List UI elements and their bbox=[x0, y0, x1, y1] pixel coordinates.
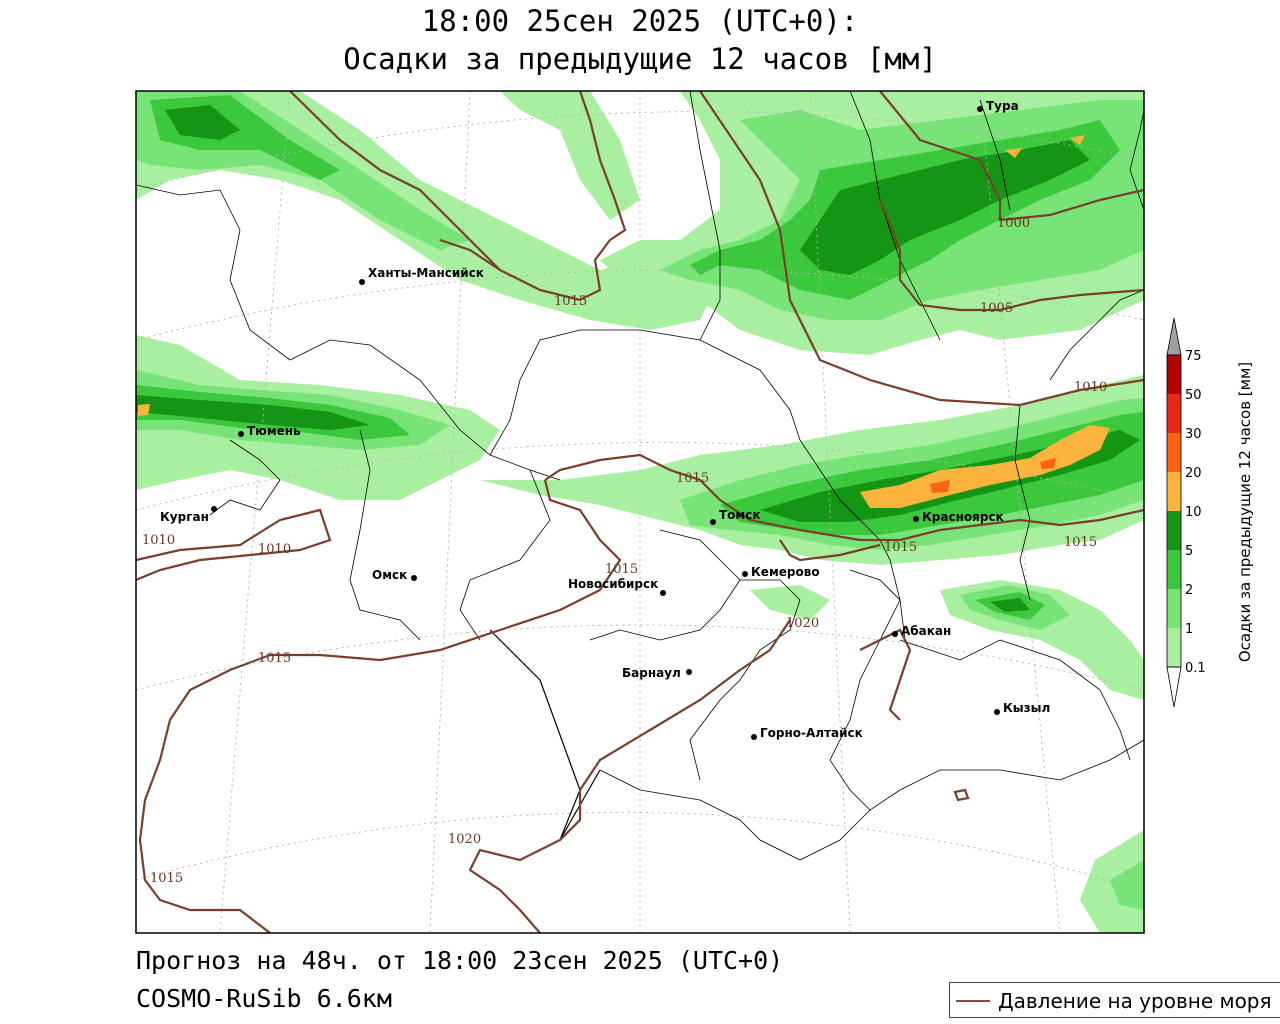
model-name: COSMO-RuSib 6.6км bbox=[136, 984, 392, 1013]
svg-text:2: 2 bbox=[1185, 583, 1193, 598]
colorbar-band-1 bbox=[1167, 628, 1181, 667]
map-area: 1015 1015 1015 1015 1015 1015 1015 1010 … bbox=[136, 91, 1144, 933]
forecast-info: Прогноз на 48ч. от 18:00 23сен 2025 (UTC… bbox=[136, 946, 784, 975]
city-khanty-mansiysk: Ханты-Мансийск bbox=[359, 266, 484, 285]
svg-text:1015: 1015 bbox=[884, 540, 917, 555]
svg-text:1005: 1005 bbox=[980, 301, 1013, 316]
graticule bbox=[136, 91, 1144, 933]
city-tomsk: Томск bbox=[710, 508, 761, 525]
city-kemerovo: Кемерово bbox=[742, 565, 820, 579]
svg-text:Тюмень: Тюмень bbox=[247, 424, 301, 438]
svg-text:Красноярск: Красноярск bbox=[922, 510, 1004, 524]
map-title-time: 18:00 25сен 2025 (UTC+0): bbox=[421, 4, 859, 38]
svg-text:30: 30 bbox=[1185, 427, 1202, 442]
colorbar-band-5 bbox=[1167, 550, 1181, 589]
svg-text:Новосибирск: Новосибирск bbox=[568, 577, 658, 591]
svg-text:Ханты-Мансийск: Ханты-Мансийск bbox=[368, 266, 484, 280]
svg-text:1: 1 bbox=[1185, 622, 1193, 637]
svg-text:Омск: Омск bbox=[372, 568, 407, 582]
admin-borders bbox=[136, 91, 1144, 861]
city-omsk: Омск bbox=[372, 568, 417, 582]
city-barnaul: Барнаул bbox=[622, 666, 692, 680]
map-frame bbox=[135, 90, 1145, 934]
colorbar-band-75 bbox=[1167, 355, 1181, 394]
svg-text:Барнаул: Барнаул bbox=[622, 666, 681, 680]
svg-text:50: 50 bbox=[1185, 388, 1202, 403]
svg-text:1015: 1015 bbox=[258, 651, 291, 666]
svg-text:1020: 1020 bbox=[786, 616, 819, 631]
colorbar-title: Осадки за предыдущие 12 часов [мм] bbox=[1236, 362, 1254, 662]
city-gorno-altaysk: Горно-Алтайск bbox=[751, 726, 863, 740]
city-tyumen: Тюмень bbox=[238, 424, 301, 438]
svg-text:1015: 1015 bbox=[554, 294, 587, 309]
svg-text:1020: 1020 bbox=[448, 832, 481, 847]
svg-text:1010: 1010 bbox=[258, 542, 291, 557]
isobar-legend-label: Давление на уровне моря bbox=[998, 989, 1272, 1013]
svg-text:75: 75 bbox=[1185, 349, 1202, 364]
colorbar-band-30 bbox=[1167, 433, 1181, 472]
colorbar-band-50 bbox=[1167, 394, 1181, 433]
isobars bbox=[136, 91, 1144, 933]
svg-text:Кызыл: Кызыл bbox=[1003, 701, 1050, 715]
svg-text:Тура: Тура bbox=[986, 99, 1019, 113]
isobar-legend: Давление на уровне моря bbox=[949, 982, 1280, 1018]
svg-text:20: 20 bbox=[1185, 466, 1202, 481]
isobar-legend-line bbox=[956, 1000, 990, 1002]
city-markers: Тура Ханты-Мансийск Тюмень Курган Омск Н… bbox=[160, 99, 1050, 740]
city-kyzyl: Кызыл bbox=[994, 701, 1050, 715]
svg-text:1010: 1010 bbox=[142, 533, 175, 548]
colorbar-max-arrow bbox=[1166, 317, 1182, 356]
svg-text:10: 10 bbox=[1185, 505, 1202, 520]
svg-text:1015: 1015 bbox=[1064, 535, 1097, 550]
colorbar-band-10 bbox=[1167, 511, 1181, 550]
colorbar-band-20 bbox=[1167, 472, 1181, 511]
svg-text:1015: 1015 bbox=[676, 471, 709, 486]
city-tura: Тура bbox=[977, 99, 1019, 113]
svg-text:Абакан: Абакан bbox=[901, 624, 951, 638]
svg-text:1010: 1010 bbox=[1074, 380, 1107, 395]
city-kurgan: Курган bbox=[160, 506, 217, 524]
city-novosibirsk: Новосибирск bbox=[568, 577, 666, 596]
svg-text:Томск: Томск bbox=[719, 508, 761, 522]
svg-text:0.1: 0.1 bbox=[1185, 661, 1206, 676]
svg-text:1000: 1000 bbox=[997, 216, 1030, 231]
colorbar-band-2 bbox=[1167, 589, 1181, 628]
city-krasnoyarsk: Красноярск bbox=[913, 510, 1004, 524]
map-title-variable: Осадки за предыдущие 12 часов [мм] bbox=[343, 42, 937, 76]
svg-text:1015: 1015 bbox=[150, 871, 183, 886]
city-abakan: Абакан bbox=[892, 624, 951, 638]
svg-text:Курган: Курган bbox=[160, 510, 209, 524]
svg-text:1015: 1015 bbox=[605, 562, 638, 577]
svg-text:Кемерово: Кемерово bbox=[751, 565, 820, 579]
colorbar: 75 50 30 20 10 5 2 1 0.1 Осадки за преды… bbox=[1166, 317, 1254, 708]
isobar-labels: 1015 1015 1015 1015 1015 1015 1015 1010 … bbox=[142, 216, 1107, 886]
svg-text:5: 5 bbox=[1185, 544, 1193, 559]
colorbar-min-arrow bbox=[1166, 666, 1182, 708]
svg-text:Горно-Алтайск: Горно-Алтайск bbox=[760, 726, 863, 740]
